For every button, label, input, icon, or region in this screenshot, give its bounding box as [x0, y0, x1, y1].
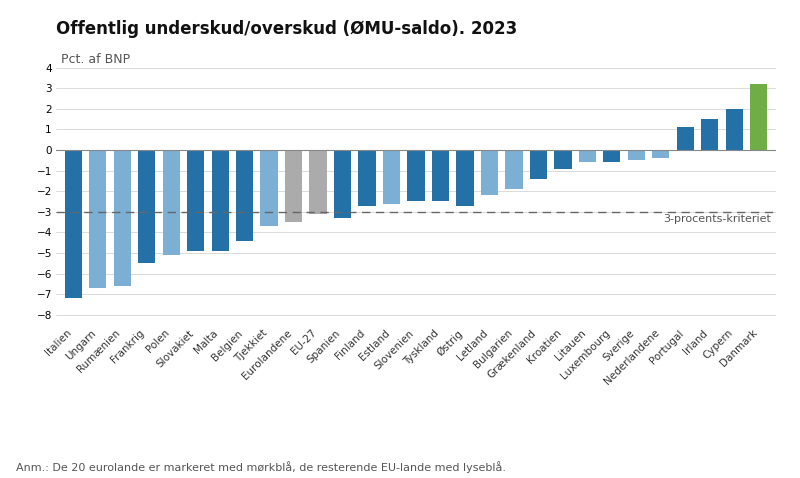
Bar: [261, 150, 278, 226]
Bar: [750, 84, 767, 150]
Bar: [310, 150, 326, 214]
Bar: [506, 150, 522, 189]
Bar: [285, 150, 302, 222]
Bar: [481, 150, 498, 196]
Bar: [432, 150, 449, 202]
Bar: [187, 150, 204, 251]
Bar: [383, 150, 400, 204]
Bar: [162, 150, 180, 255]
Bar: [628, 150, 645, 160]
Text: Pct. af BNP: Pct. af BNP: [61, 53, 130, 66]
Bar: [236, 150, 253, 240]
Bar: [138, 150, 155, 263]
Bar: [114, 150, 130, 286]
Bar: [677, 127, 694, 150]
Bar: [702, 119, 718, 150]
Bar: [579, 150, 596, 163]
Text: 3-procents-kriteriet: 3-procents-kriteriet: [663, 214, 771, 224]
Bar: [358, 150, 375, 206]
Bar: [603, 150, 621, 163]
Bar: [65, 150, 82, 298]
Bar: [652, 150, 670, 158]
Text: Offentlig underskud/overskud (ØMU-saldo). 2023: Offentlig underskud/overskud (ØMU-saldo)…: [56, 20, 518, 38]
Bar: [334, 150, 351, 218]
Bar: [530, 150, 547, 179]
Text: Anm.: De 20 eurolande er markeret med mørkblå, de resterende EU-lande med lysebl: Anm.: De 20 eurolande er markeret med mø…: [16, 461, 506, 473]
Bar: [211, 150, 229, 251]
Bar: [554, 150, 571, 169]
Bar: [89, 150, 106, 288]
Bar: [457, 150, 474, 206]
Bar: [407, 150, 425, 202]
Bar: [726, 109, 743, 150]
